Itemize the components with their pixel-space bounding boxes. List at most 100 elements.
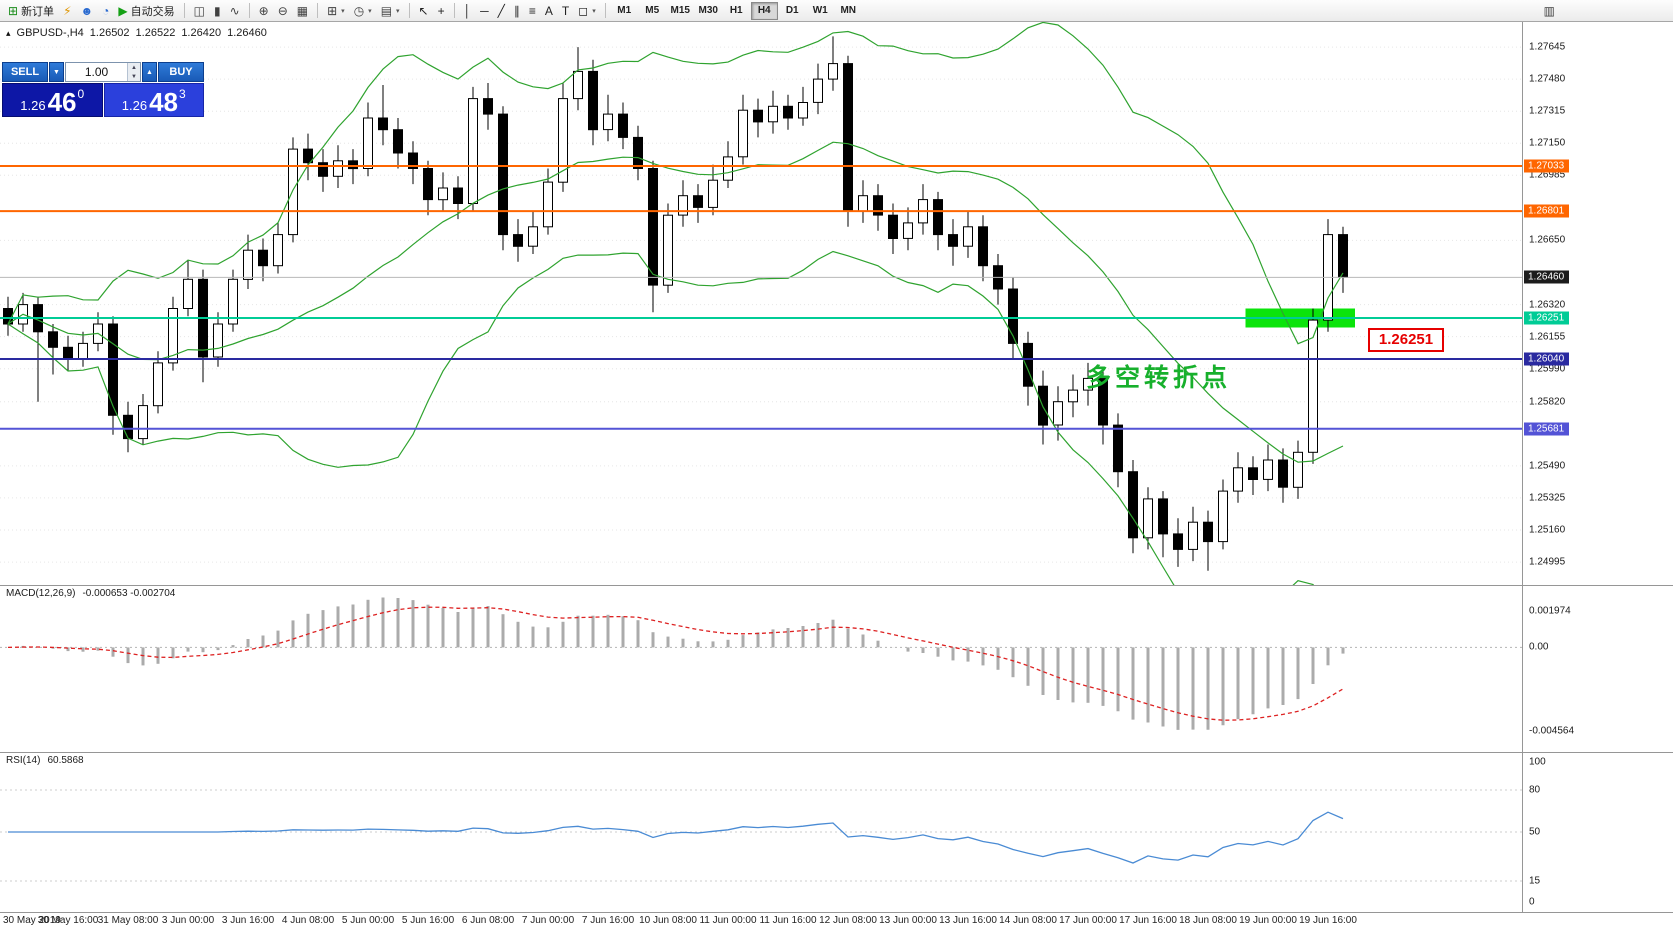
line-chart-type-button[interactable]: ∿ [226,1,244,20]
sell-button[interactable]: SELL [2,62,48,82]
timeframe-h4-button[interactable]: H4 [750,1,778,20]
panel-separator[interactable] [0,585,1673,586]
price-chart-canvas[interactable] [0,22,1522,585]
candle [1218,490,1228,543]
new-chart-button[interactable]: ⊞ ▾ [323,1,349,20]
time-tick-label: 7 Jun 00:00 [521,915,575,926]
timeframe-m30-button[interactable]: M30 [698,5,718,16]
macd-header: MACD(12,26,9) -0.000653 -0.002704 [6,588,175,599]
sell-price-main: 46 [47,86,77,117]
trendline-button[interactable]: ╱ [494,1,509,20]
rsi-tick-label: 50 [1529,826,1541,838]
time-tick-label: 17 Jun 16:00 [1119,915,1177,926]
candle [438,187,448,201]
candle [873,195,883,216]
timeframe-mn-button[interactable]: MN [840,5,857,16]
rsi-tick-label: 80 [1529,784,1541,796]
candle [393,129,403,154]
tile-windows-button[interactable]: ▦ [293,1,312,20]
candle [588,70,598,131]
zoom-in-button[interactable]: ⊕ [255,1,273,20]
volume-down-button[interactable]: ▼ [128,72,140,81]
community-icon[interactable]: ☻ [77,1,98,20]
price-tick-label: 1.24995 [1529,556,1566,568]
candle [1173,533,1183,550]
new-chart-icon: ⊞ [327,3,338,18]
horizontal-line-button[interactable]: ─ [476,1,493,20]
fibonacci-icon: ≡ [528,3,536,18]
zone-price-label[interactable]: 1.26251 [1368,327,1444,352]
crosshair-button[interactable]: + [434,1,449,20]
sell-options-caret[interactable]: ▼ [49,62,64,82]
candle [483,98,493,115]
candle [228,278,238,325]
volume-value[interactable]: 1.00 [84,65,109,79]
timeframe-h1-button[interactable]: H1 [729,5,743,16]
timeframe-w1-button[interactable]: W1 [812,5,828,16]
candle [183,278,193,309]
candle [693,195,703,208]
toolbar-separator [248,3,250,18]
price-tick-label: 1.25990 [1529,363,1566,375]
buy-button[interactable]: BUY [158,62,204,82]
macd-chart-canvas[interactable] [0,585,1522,752]
macd-values: -0.000653 -0.002704 [82,588,176,599]
panel-separator[interactable] [0,752,1673,753]
toolbar-separator [183,3,185,18]
price-axis[interactable]: 1.27645 1.27480 1.27315 1.27150 1.26985 1.266… [1522,22,1673,912]
profiles-button[interactable]: ◷ ▾ [350,1,376,20]
candle [783,105,793,119]
macd-panel[interactable]: MACD(12,26,9) -0.000653 -0.002704 [0,585,1522,752]
price-level-badge: 1.25681 [1524,422,1570,436]
candlestick-chart-type-button[interactable]: ▮ [210,1,225,20]
candle [978,226,988,267]
candle [603,113,613,131]
bollinger-middle-band [7,141,1344,463]
buy-options-caret[interactable]: ▲ [142,62,157,82]
price-tick-label: 1.27315 [1529,105,1566,117]
candle [153,362,163,407]
templates-button[interactable]: ▤ ▾ [377,1,404,20]
candlestick-chart-type-icon: ▮ [213,3,221,18]
sell-price-button[interactable]: 1.26 46 0 [2,83,103,117]
candle [1023,342,1033,387]
ohlc-open: 1.26502 [89,27,130,39]
vertical-line-button[interactable]: │ [460,1,476,20]
timeframe-m5-button[interactable]: M5 [645,5,660,16]
panel-separator[interactable] [0,912,1673,913]
fibonacci-button[interactable]: ≡ [525,1,540,20]
new-order-button[interactable]: ⊞ 新订单 [4,1,58,20]
arrows-button[interactable]: ◻ ▾ [574,1,599,20]
zoom-out-button[interactable]: ⊖ [274,1,292,20]
time-axis[interactable]: 30 May 2019 30 May 16:00 31 May 08:00 3 Jun… [0,912,1673,942]
timeframe-m15-button[interactable]: M15 [670,5,690,16]
mql5-signals-icon[interactable]: ⚡ [59,1,75,20]
chart-window-icon[interactable]: ▥ [1540,1,1559,20]
main-chart-panel[interactable]: ▴ GBPUSD-,H4 1.26502 1.26522 1.26420 1.2… [0,22,1522,585]
bar-chart-type-button[interactable]: ◫ [190,1,209,20]
volume-field[interactable]: 1.00 ▲ ▼ [65,62,141,82]
candle [573,70,583,100]
autotrading-button[interactable]: ▶ 自动交易 [114,1,178,20]
text-label-button[interactable]: T [558,1,573,20]
candle [453,187,463,204]
candle [168,308,178,364]
timeframe-m1-button[interactable]: M1 [617,5,632,16]
dropdown-caret-icon: ▾ [341,7,345,15]
time-tick-label: 19 Jun 16:00 [1299,915,1357,926]
volume-up-button[interactable]: ▲ [128,63,140,72]
timeframe-d1-button[interactable]: D1 [785,5,799,16]
equidistant-channel-button[interactable]: ∥ [510,1,524,20]
candle [213,323,223,358]
text-button[interactable]: A [541,1,557,20]
turning-point-annotation[interactable]: 多空转折点 [1086,363,1232,392]
bollinger-lower-band [7,250,1315,585]
help-center-icon[interactable]: ◔ [98,1,113,20]
candle [1113,424,1123,473]
buy-price-button[interactable]: 1.26 48 3 [103,83,204,117]
time-tick-label: 3 Jun 16:00 [221,915,275,926]
cursor-button[interactable]: ↖ [415,1,433,20]
rsi-chart-canvas[interactable] [0,752,1522,912]
candle [663,214,673,286]
rsi-panel[interactable]: RSI(14) 60.5868 [0,752,1522,912]
